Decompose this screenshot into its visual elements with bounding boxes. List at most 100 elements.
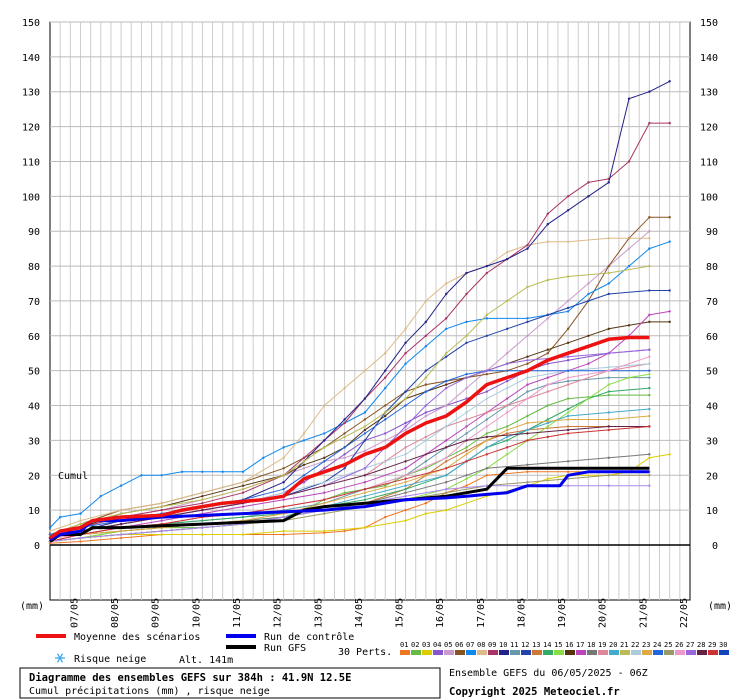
ensemble-member-line-point bbox=[424, 404, 428, 407]
perturbation-swatch bbox=[532, 650, 542, 655]
ensemble-member-line-point bbox=[79, 512, 82, 515]
ensemble-member-line-point bbox=[607, 327, 610, 331]
ensemble-member-line-point bbox=[343, 421, 346, 425]
ensemble-member-line-point bbox=[363, 494, 367, 498]
ensemble-member-line-point bbox=[607, 292, 610, 296]
ensemble-member-line-point bbox=[505, 404, 509, 407]
ensemble-member-line-point bbox=[384, 404, 387, 407]
y-tick-label-right: 70 bbox=[706, 297, 718, 308]
ensemble-member-line-point bbox=[465, 474, 468, 477]
ensemble-member-line-point bbox=[201, 526, 204, 529]
ensemble-member-line-point bbox=[546, 352, 549, 355]
ensemble-member-line-point bbox=[302, 460, 306, 463]
ensemble-member-line-point bbox=[648, 348, 651, 351]
ensemble-member-line-point bbox=[404, 397, 407, 400]
ensemble-member-line-point bbox=[201, 533, 204, 536]
ensemble-member-line-point bbox=[343, 467, 346, 470]
ensemble-member-line-point bbox=[201, 494, 204, 498]
ensemble-member-line-point bbox=[505, 425, 509, 428]
perturbation-number: 23 bbox=[642, 641, 650, 649]
y-tick-label-right: 10 bbox=[706, 506, 718, 517]
ensemble-member-line-point bbox=[465, 439, 468, 442]
ensemble-member-line-point bbox=[648, 376, 651, 379]
ensemble-member-line-point bbox=[140, 474, 143, 477]
ensemble-member-line-point bbox=[384, 414, 387, 418]
ensemble-member-line-point bbox=[526, 397, 529, 400]
title-box bbox=[19, 667, 441, 699]
ensemble-member-line-point bbox=[119, 484, 123, 487]
perturbation-number: 12 bbox=[521, 641, 529, 649]
ensemble-member-line-point bbox=[485, 390, 489, 393]
ensemble-member-line-point bbox=[546, 421, 549, 425]
y-tick-label-left: 70 bbox=[28, 297, 40, 308]
ensemble-member-line-point bbox=[648, 425, 651, 428]
ensemble-member-line-point bbox=[566, 376, 570, 379]
y-tick-label-left: 0 bbox=[34, 541, 40, 552]
ensemble-member-line-point bbox=[160, 519, 163, 522]
perturbation-number: 02 bbox=[411, 641, 419, 649]
ensemble-member-line-point bbox=[546, 348, 549, 351]
ensemble-member-line-point bbox=[404, 460, 407, 463]
ensemble-member-line-point bbox=[648, 230, 651, 233]
ensemble-member-line-point bbox=[648, 236, 651, 240]
ensemble-member-line-point bbox=[648, 362, 651, 365]
ensemble-member-line-point bbox=[648, 216, 651, 219]
perturbation-swatch bbox=[499, 650, 509, 655]
ensemble-member-line-point bbox=[201, 491, 204, 494]
x-tick-label: 10/05 bbox=[191, 598, 202, 628]
ensemble-member-line-point bbox=[343, 491, 346, 494]
ensemble-member-line-point bbox=[627, 97, 631, 100]
ensemble-member-line-point bbox=[241, 488, 245, 491]
ensemble-member-line-point bbox=[607, 236, 610, 240]
ensemble-member-line-point bbox=[505, 257, 509, 261]
ensemble-member-line-point bbox=[648, 355, 651, 358]
ensemble-member-line-point bbox=[566, 240, 570, 243]
perturbation-number: 21 bbox=[620, 641, 628, 649]
ensemble-member-line-point bbox=[444, 467, 448, 470]
legend-mean-label: Moyenne des scénarios bbox=[74, 631, 200, 643]
ensemble-member-line-point bbox=[363, 428, 367, 432]
ensemble-member-line-point bbox=[48, 533, 52, 536]
perturbation-swatch bbox=[400, 650, 410, 655]
ensemble-member-line-point bbox=[648, 90, 651, 93]
ensemble-member-line-point bbox=[648, 474, 651, 477]
perturbation-number: 06 bbox=[455, 641, 463, 649]
ensemble-member-line-point bbox=[282, 491, 285, 494]
ensemble-member-line-point bbox=[424, 376, 428, 379]
ensemble-member-line-point bbox=[444, 425, 448, 428]
ensemble-member-line-point bbox=[119, 508, 123, 512]
y-tick-label-right: 90 bbox=[706, 227, 718, 238]
ensemble-member-line-point bbox=[404, 428, 407, 432]
x-tick-label: 15/05 bbox=[395, 598, 406, 628]
ensemble-member-line-point bbox=[587, 181, 590, 184]
ensemble-member-line-point bbox=[363, 411, 367, 414]
ensemble-member-line-point bbox=[648, 407, 651, 411]
ensemble-member-line-point bbox=[526, 432, 529, 435]
perturbation-number: 28 bbox=[697, 641, 705, 649]
ensemble-member-line-point bbox=[607, 484, 610, 487]
ensemble-member-line-point bbox=[465, 453, 468, 456]
ensemble-member-line-point bbox=[79, 540, 82, 543]
ensemble-member-line-point bbox=[648, 372, 651, 376]
cumul-label: Cumul bbox=[58, 471, 88, 482]
ensemble-member-line-point bbox=[546, 376, 549, 379]
ensemble-member-line-point bbox=[546, 317, 549, 320]
y-tick-label-left: 110 bbox=[22, 157, 40, 168]
ensemble-member-line-point bbox=[465, 397, 468, 400]
ensemble-member-line-point bbox=[607, 428, 610, 432]
ensemble-member-line-point bbox=[282, 505, 285, 508]
ensemble-member-line-point bbox=[404, 484, 407, 487]
perturbation-swatch bbox=[642, 650, 652, 655]
ensemble-member-line-point bbox=[404, 421, 407, 425]
ensemble-member-line-point bbox=[607, 282, 610, 285]
ensemble-member-line-point bbox=[424, 512, 428, 515]
ensemble-member-line-point bbox=[424, 411, 428, 414]
ensemble-member-line-point bbox=[526, 383, 529, 386]
chart-subtitle: Cumul précipitations (mm) , risque neige bbox=[29, 685, 270, 697]
y-tick-label-left: 10 bbox=[28, 506, 40, 517]
ensemble-member-line-point bbox=[465, 432, 468, 435]
perturbation-number: 16 bbox=[565, 641, 573, 649]
ensemble-member-line-point bbox=[607, 264, 610, 268]
ensemble-member-line-point bbox=[566, 355, 570, 358]
